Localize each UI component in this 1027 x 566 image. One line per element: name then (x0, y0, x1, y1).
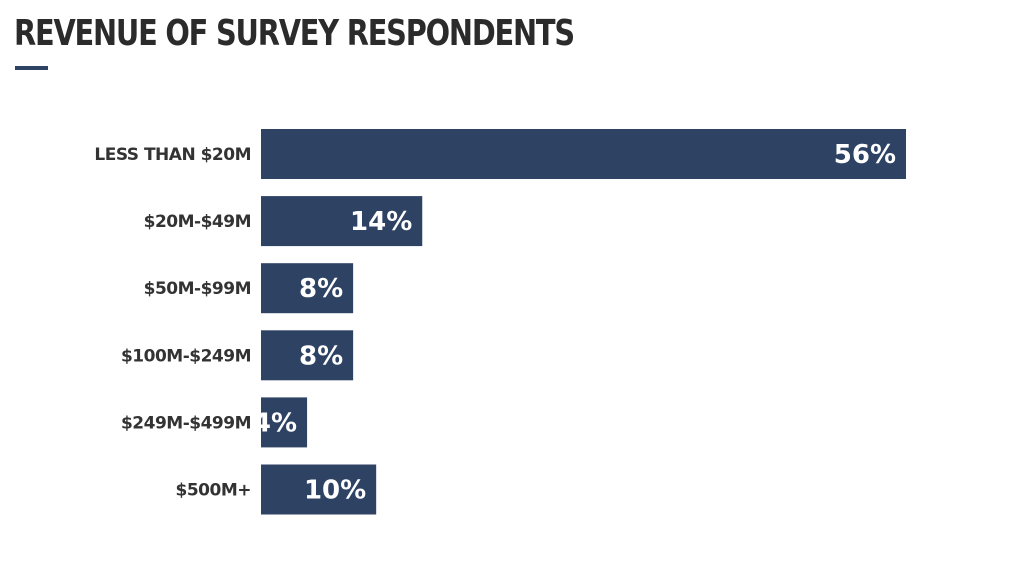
chart-title: REVENUE OF SURVEY RESPONDENTS (14, 13, 575, 54)
category-label: LESS THAN $20M (94, 145, 251, 165)
bar (261, 263, 354, 314)
value-label: 14% (350, 207, 412, 237)
category-label: $500M+ (176, 481, 251, 501)
bars-layer: LESS THAN $20M 56% $20M-$49M 14% $50M-$99M 8%… (94, 129, 906, 515)
value-label: 8% (299, 341, 343, 371)
category-label: $20M-$49M (144, 212, 251, 232)
category-label: $50M-$99M (144, 279, 251, 299)
value-label: 8% (299, 274, 343, 304)
title-underline (15, 66, 48, 70)
value-label: 56% (834, 140, 896, 170)
value-label: 10% (304, 476, 366, 506)
category-label: $249M-$499M (121, 413, 251, 433)
category-label: $100M-$249M (121, 346, 251, 366)
value-label: 4% (253, 408, 297, 438)
bar (261, 129, 906, 179)
bar (261, 330, 354, 381)
bar (261, 464, 377, 515)
bar (261, 397, 308, 448)
bar (261, 196, 423, 247)
